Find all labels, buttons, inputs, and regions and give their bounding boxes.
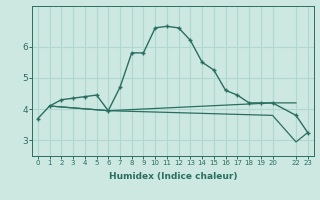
X-axis label: Humidex (Indice chaleur): Humidex (Indice chaleur) (108, 172, 237, 181)
